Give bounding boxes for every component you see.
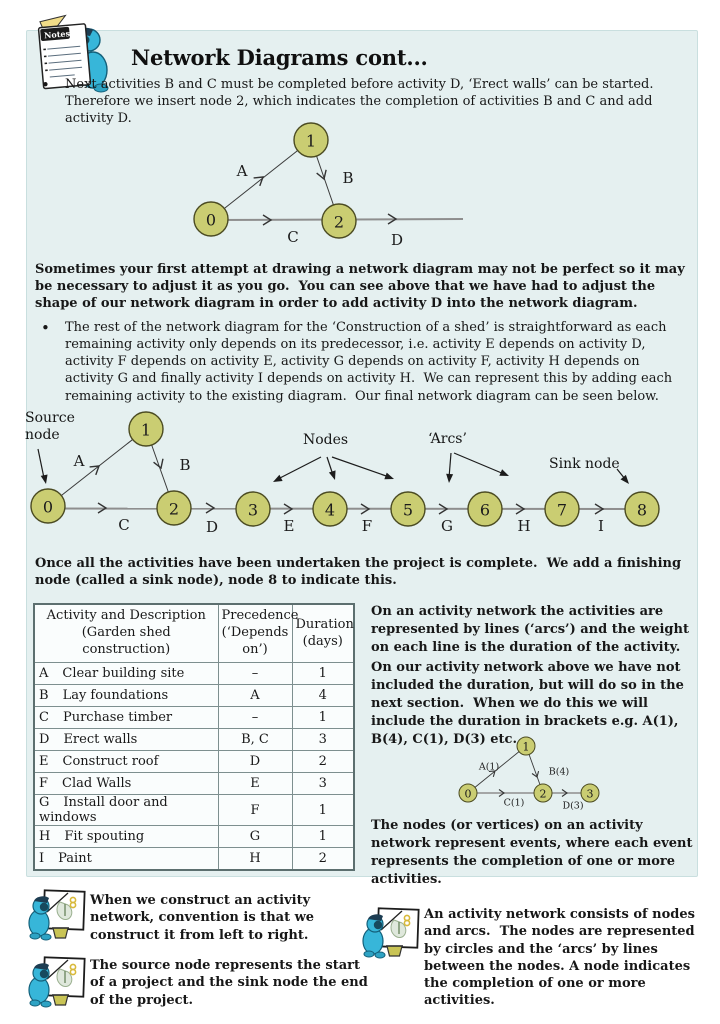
intro-bullet-1-text: Next activities B and C must be complete… bbox=[65, 77, 658, 127]
node-circle bbox=[467, 491, 503, 527]
page-title: Network Diagrams cont... bbox=[131, 45, 428, 70]
node-label: 2 bbox=[169, 500, 179, 519]
node-label: 1 bbox=[306, 132, 316, 151]
lesson-note-3: An activity network consists of nodes an… bbox=[424, 907, 700, 1009]
table-row: A Clear building site – 1 bbox=[33, 662, 355, 685]
node-circle bbox=[516, 736, 536, 756]
node-label: 7 bbox=[557, 501, 567, 520]
node-circle bbox=[30, 488, 66, 524]
header-duration: Duration (days) bbox=[291, 603, 355, 663]
side-paragraph-2: On our activity network above we have no… bbox=[371, 660, 689, 747]
node-label: 0 bbox=[465, 788, 472, 801]
arc-line-A bbox=[210, 139, 312, 220]
diagram-durations: 0 1 2 3 A(1) B(4) C(1) D(3) bbox=[437, 734, 637, 814]
arc-label: B bbox=[342, 169, 353, 187]
node-circle bbox=[235, 491, 271, 527]
activity-table: Activity and Description (Garden shed con… bbox=[33, 603, 355, 871]
node-label: 0 bbox=[43, 498, 53, 517]
node-label: 2 bbox=[540, 788, 547, 801]
lesson-note-2: The source node represents the start of … bbox=[90, 958, 373, 1008]
table-row: B Lay foundations A 4 bbox=[33, 684, 355, 707]
arc-label: D bbox=[206, 518, 218, 536]
arc-label: E bbox=[284, 517, 295, 535]
node-circle bbox=[156, 490, 192, 526]
node-circle bbox=[193, 201, 229, 237]
node-circle bbox=[321, 203, 357, 239]
side-paragraph-3: The nodes (or vertices) on an activity n… bbox=[371, 818, 698, 887]
arc-label: D(3) bbox=[562, 801, 583, 812]
table-row: I Paint H 2 bbox=[33, 847, 355, 871]
intro-bullet-2-text: The rest of the network diagram for the … bbox=[65, 320, 677, 404]
notes-icon: Notes bbox=[29, 14, 125, 100]
arc-line-A bbox=[467, 745, 527, 794]
sink-paragraph: Once all the activities have been undert… bbox=[35, 556, 686, 589]
node-label: 0 bbox=[206, 211, 216, 230]
notes-icon-label: Notes bbox=[44, 28, 71, 40]
arc-label: A bbox=[236, 162, 248, 180]
diagram-final-network: 0 1 2 3 4 5 6 7 8 A B C D E F G H I Sour… bbox=[25, 406, 697, 552]
node-circle bbox=[458, 783, 478, 803]
arc-label: A bbox=[73, 452, 85, 470]
annotation-sink-node: Sink node bbox=[549, 456, 620, 472]
teacher-character-icon bbox=[27, 955, 86, 1008]
node-label: 8 bbox=[637, 501, 647, 520]
table-row: E Construct roof D 2 bbox=[33, 750, 355, 773]
side-paragraph-1: On an activity network the activities ar… bbox=[371, 604, 694, 655]
node-label: 3 bbox=[248, 501, 258, 520]
table-row: G Install door and windows F 1 bbox=[33, 794, 355, 826]
node-label: 1 bbox=[523, 741, 530, 754]
header-precedence: Precedence (‘Depends on’) bbox=[217, 603, 299, 663]
node-label: 1 bbox=[141, 421, 151, 440]
node-label: 5 bbox=[403, 501, 413, 520]
annotation-arcs: ‘Arcs’ bbox=[428, 431, 467, 447]
table-row: H Fit spouting G 1 bbox=[33, 825, 355, 848]
node-label: 4 bbox=[325, 501, 335, 520]
header-activity: Activity and Description (Garden shed con… bbox=[33, 603, 219, 663]
arc-line-A bbox=[47, 428, 147, 507]
node-circle bbox=[544, 491, 580, 527]
table-row: D Erect walls B, C 3 bbox=[33, 728, 355, 751]
node-circle bbox=[624, 491, 660, 527]
teacher-character-icon bbox=[27, 888, 86, 941]
node-circle bbox=[580, 783, 600, 803]
annotation-source-node: Source node bbox=[25, 410, 75, 444]
node-circle bbox=[293, 122, 329, 158]
node-label: 2 bbox=[334, 213, 344, 232]
arc-label: C bbox=[118, 516, 129, 534]
adjust-paragraph: Sometimes your first attempt at drawing … bbox=[35, 262, 690, 312]
arc-label: C(1) bbox=[504, 798, 525, 809]
notepad: Notes bbox=[37, 14, 92, 90]
intro-bullet-1: Next activities B and C must be complete… bbox=[41, 76, 681, 127]
diagram-first-attempt: 0 1 2 A B C D bbox=[27, 113, 697, 263]
lesson-note-1: When we construct an activity network, c… bbox=[90, 893, 319, 943]
table-row: C Purchase timber – 1 bbox=[33, 706, 355, 729]
arc-label: G bbox=[441, 517, 453, 535]
node-circle bbox=[312, 491, 348, 527]
arc-label: H bbox=[517, 517, 530, 535]
node-circle bbox=[128, 411, 164, 447]
node-label: 6 bbox=[480, 501, 490, 520]
node-circle bbox=[390, 491, 426, 527]
intro-bullet-2: The rest of the network diagram for the … bbox=[41, 319, 686, 405]
annotation-arrows bbox=[37, 448, 629, 484]
table-header-row: Activity and Description (Garden shed con… bbox=[33, 603, 355, 663]
arrow-chevrons bbox=[488, 770, 568, 797]
main-panel: Notes Network Diagrams cont... Next acti… bbox=[25, 14, 698, 887]
bullet-dot bbox=[41, 319, 65, 405]
arc-label: B(4) bbox=[549, 767, 569, 778]
table-row: F Clad Walls E 3 bbox=[33, 772, 355, 795]
arc-label: B bbox=[179, 456, 190, 474]
annotation-nodes: Nodes bbox=[303, 432, 349, 448]
arc-label: A(1) bbox=[478, 762, 499, 773]
arrow-chevrons bbox=[253, 169, 398, 226]
arc-label: C bbox=[287, 228, 298, 246]
side-column: On an activity network the activities ar… bbox=[371, 603, 703, 903]
teacher-character-icon bbox=[361, 906, 420, 959]
arrow-chevrons bbox=[89, 458, 605, 515]
arc-label: I bbox=[598, 517, 604, 535]
arc-label: D bbox=[391, 231, 403, 249]
arc-label: F bbox=[362, 517, 372, 535]
node-label: 3 bbox=[587, 788, 594, 801]
node-circle bbox=[533, 783, 553, 803]
